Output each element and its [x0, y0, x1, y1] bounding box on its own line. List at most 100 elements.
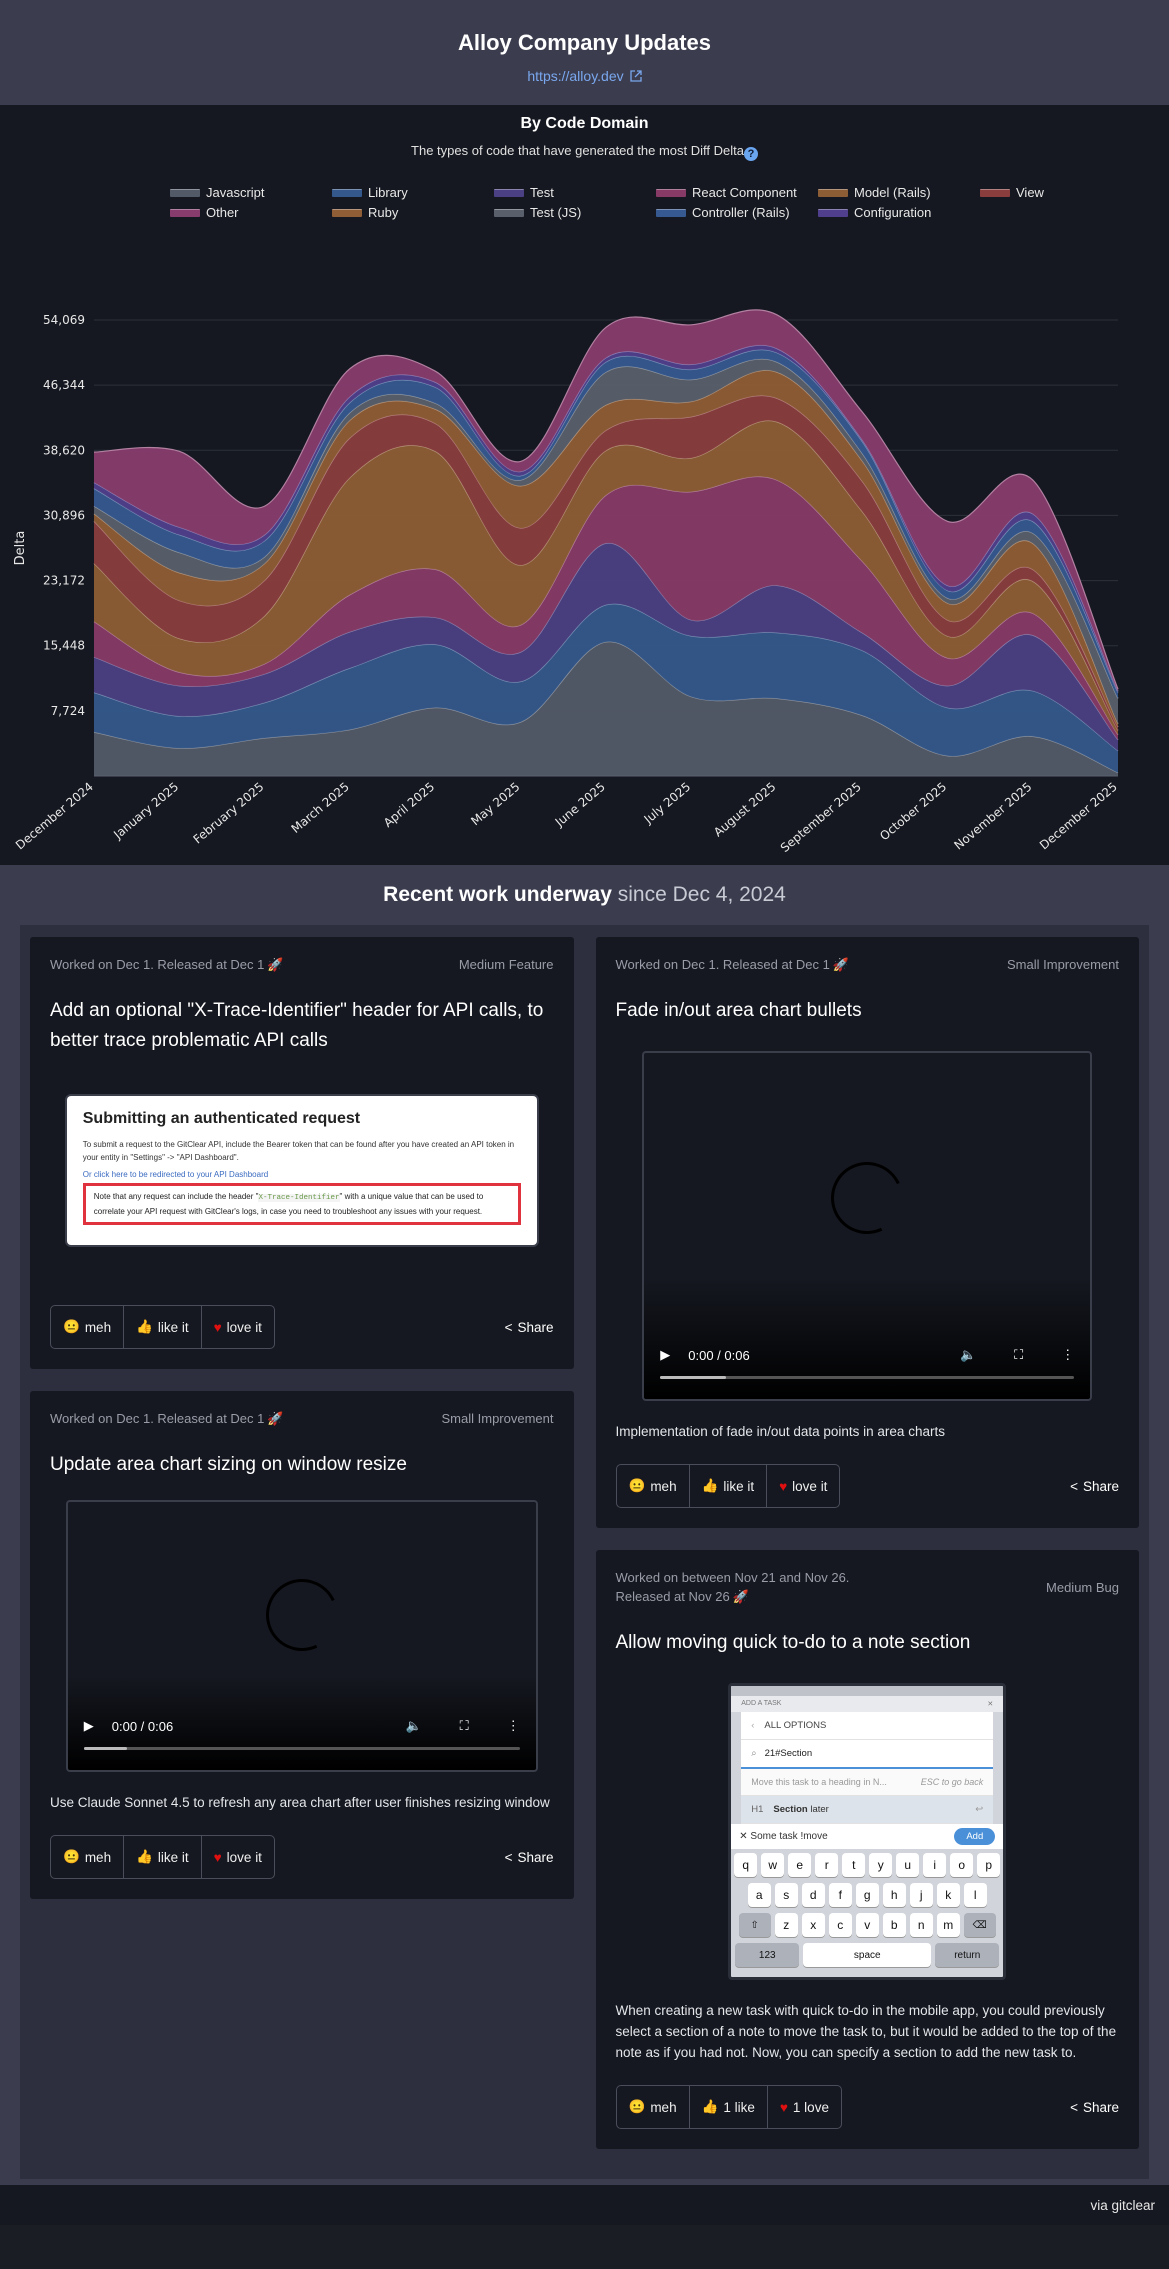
card-screenshot: Submitting an authenticated request To s…: [66, 1096, 537, 1245]
legend-item[interactable]: React Component: [656, 185, 818, 200]
like-button[interactable]: 👍 like it: [124, 1306, 202, 1348]
love-button[interactable]: ♥ love it: [202, 1836, 274, 1878]
card-title: Add an optional "X-Trace-Identifier" hea…: [50, 1000, 544, 1051]
key-p: p: [977, 1853, 1001, 1877]
legend-item[interactable]: View: [980, 185, 1080, 200]
key-m: m: [936, 1913, 960, 1937]
legend-item[interactable]: Controller (Rails): [656, 205, 818, 220]
volume-icon[interactable]: 🔈: [405, 1718, 422, 1733]
key-e: e: [788, 1853, 812, 1877]
meh-button[interactable]: 😐 meh: [51, 1836, 125, 1878]
video-progress-bar[interactable]: [660, 1376, 1075, 1379]
return-key: return: [935, 1943, 1000, 1967]
hint-text: Move this task to a heading in N...: [751, 1777, 887, 1787]
card-description: Use Claude Sonnet 4.5 to refresh any are…: [50, 1795, 550, 1810]
company-url[interactable]: https://alloy.dev: [527, 68, 624, 84]
love-button[interactable]: ♥ 1 love: [768, 2086, 841, 2128]
legend-label: Test (JS): [530, 205, 582, 220]
video-buffered: [660, 1376, 727, 1379]
work-card: Worked on Dec 1. Released at Dec 1 🚀 Medi…: [30, 937, 574, 1369]
key-d: d: [801, 1883, 825, 1907]
like-button[interactable]: 👍 1 like: [690, 2086, 768, 2128]
x-tick-label: September 2025: [778, 780, 864, 855]
meh-icon: 😐: [63, 1849, 80, 1864]
screenshot-link: Or click here to be redirected to your A…: [82, 1170, 269, 1179]
volume-icon[interactable]: 🔈: [959, 1347, 977, 1362]
card-dates: Worked on between Nov 21 and Nov 26. Rele…: [616, 1568, 850, 1606]
legend-item[interactable]: Library: [332, 185, 494, 200]
key-w: w: [761, 1853, 785, 1877]
card-kind: Medium Feature: [458, 957, 554, 972]
more-options-icon[interactable]: ⋮: [506, 1718, 520, 1733]
meh-button[interactable]: 😐 meh: [617, 1465, 690, 1507]
screenshot-heading: Submitting an authenticated request: [82, 1110, 361, 1127]
fullscreen-icon[interactable]: ⛶: [1014, 1347, 1024, 1362]
key-s: s: [774, 1883, 798, 1907]
area-other: [94, 309, 1118, 691]
share-button[interactable]: < Share: [1070, 1479, 1119, 1494]
company-link[interactable]: https://alloy.dev: [527, 68, 642, 84]
legend-swatch: [656, 208, 686, 217]
legend-swatch: [494, 208, 524, 217]
heart-icon: ♥: [213, 1849, 222, 1865]
loading-spinner-icon: [255, 1568, 348, 1661]
numbers-key: 123: [735, 1943, 800, 1967]
external-link-icon: [629, 70, 642, 82]
card-actions: 😐 meh 👍 like it ♥ love it < Share: [615, 1464, 1119, 1508]
legend-item[interactable]: Javascript: [170, 185, 332, 200]
video-buffered: [83, 1747, 128, 1750]
love-button[interactable]: ♥ love it: [767, 1465, 839, 1507]
video-player[interactable]: ▶ 0:00 / 0:06 🔈 ⛶ ⋮: [65, 1500, 538, 1772]
thumbs-up-icon: 👍: [136, 1319, 153, 1334]
play-icon[interactable]: ▶: [660, 1347, 671, 1362]
like-button[interactable]: 👍 like it: [690, 1465, 768, 1507]
love-button[interactable]: ♥ love it: [202, 1306, 274, 1348]
legend-item[interactable]: Ruby: [332, 205, 494, 220]
key-v: v: [855, 1913, 879, 1937]
share-button[interactable]: < Share: [505, 1320, 554, 1335]
more-options-icon[interactable]: ⋮: [1061, 1347, 1075, 1362]
backspace-key-icon: ⌫: [963, 1913, 996, 1937]
all-options-row: ‹ ALL OPTIONS: [741, 1712, 994, 1740]
meh-button[interactable]: 😐 meh: [617, 2086, 690, 2128]
legend-item[interactable]: Model (Rails): [818, 185, 980, 200]
like-button[interactable]: 👍 like it: [124, 1836, 202, 1878]
legend-label: Javascript: [206, 185, 265, 200]
legend-label: React Component: [692, 185, 797, 200]
key-j: j: [909, 1883, 933, 1907]
card-meta: Worked on Dec 1. Released at Dec 1 🚀 Smal…: [616, 955, 1120, 974]
note-pre: Note that any request can include the he…: [93, 1192, 259, 1201]
help-icon[interactable]: ?: [743, 147, 758, 161]
section-name: Section: [773, 1804, 808, 1815]
video-progress-bar[interactable]: [83, 1747, 520, 1750]
play-icon[interactable]: ▶: [83, 1718, 94, 1733]
legend-item[interactable]: Test (JS): [494, 205, 656, 220]
task-text: Some task !move: [750, 1831, 828, 1842]
share-button[interactable]: < Share: [1070, 2100, 1119, 2115]
video-time: 0:00 / 0:06: [688, 1347, 750, 1363]
love-label: love it: [792, 1478, 828, 1494]
keyboard-row: 123 space return: [734, 1943, 1000, 1967]
fullscreen-icon[interactable]: ⛶: [459, 1718, 469, 1733]
line-other: [93, 309, 1119, 690]
loading-spinner-icon: [821, 1152, 914, 1245]
reaction-group: 😐 meh 👍 like it ♥ love it: [50, 1305, 275, 1349]
y-tick-label: 38,620: [43, 443, 85, 457]
like-label: like it: [157, 1849, 189, 1865]
card-dates: Worked on Dec 1. Released at Dec 1 🚀: [50, 955, 284, 974]
work-column-left: Worked on Dec 1. Released at Dec 1 🚀 Medi…: [30, 937, 574, 2149]
footer-text[interactable]: via gitclear: [1090, 2197, 1155, 2213]
meh-icon: 😐: [628, 2099, 646, 2114]
legend-item[interactable]: Test: [494, 185, 656, 200]
x-tick-label: June 2025: [552, 780, 608, 830]
video-player[interactable]: ▶ 0:00 / 0:06 🔈 ⛶ ⋮: [642, 1051, 1093, 1401]
card-actions: 😐 meh 👍 like it ♥ love it < Share: [50, 1305, 554, 1349]
meh-button[interactable]: 😐 meh: [51, 1306, 125, 1348]
meh-icon: 😐: [628, 1478, 646, 1493]
recent-work-title-since: since Dec 4, 2024: [617, 883, 786, 906]
legend-item[interactable]: Other: [170, 205, 332, 220]
legend-label: Library: [368, 185, 408, 200]
share-button[interactable]: < Share: [505, 1850, 554, 1865]
legend-item[interactable]: Configuration: [818, 205, 980, 220]
card-title: Allow moving quick to-do to a note secti…: [615, 1632, 971, 1653]
